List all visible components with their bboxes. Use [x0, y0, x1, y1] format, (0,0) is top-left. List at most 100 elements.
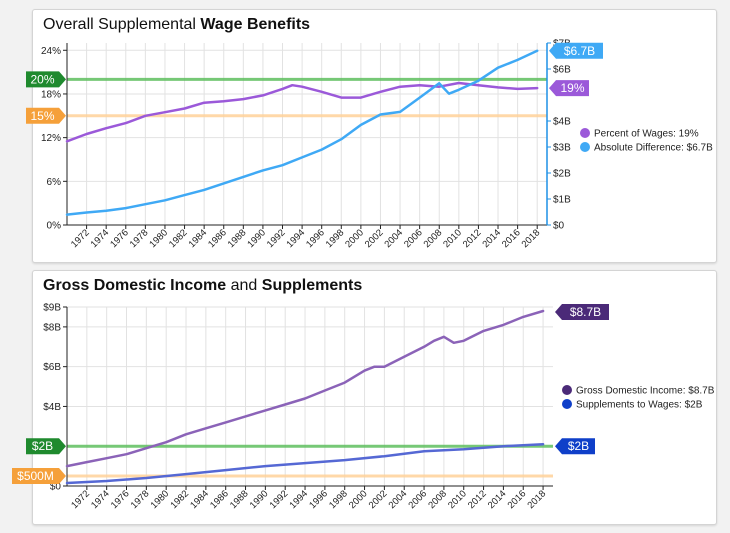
- y-tick-label: 12%: [41, 133, 61, 144]
- x-tick-label: 2006: [406, 488, 429, 511]
- x-tick-label: 1984: [187, 227, 210, 250]
- y-tick-label: 24%: [41, 46, 61, 57]
- legend-swatch: [580, 128, 590, 138]
- x-tick-label: 1998: [324, 227, 347, 250]
- x-tick-label: 2002: [363, 227, 386, 250]
- x-tick-label: 2014: [486, 488, 509, 511]
- end-label: $2B: [568, 439, 589, 453]
- reference-label: $500M: [17, 469, 54, 483]
- y-tick-label: $8B: [43, 322, 61, 333]
- x-tick-label: 2016: [500, 227, 523, 250]
- x-tick-label: 1980: [147, 227, 170, 250]
- y-tick-label: 18%: [41, 89, 61, 100]
- y-tick-label: $0: [50, 482, 62, 493]
- x-tick-label: 2016: [506, 488, 529, 511]
- legend-swatch: [580, 142, 590, 152]
- x-tick-label: 1988: [228, 488, 251, 511]
- x-tick-label: 1972: [69, 488, 92, 511]
- x-tick-label: 1976: [109, 488, 132, 511]
- series-line: [65, 442, 545, 485]
- series-line: [65, 81, 539, 143]
- series-line: [65, 309, 545, 468]
- income-supplements-panel: Gross Domestic Income and Supplements $0…: [12, 270, 717, 525]
- legend-swatch: [562, 399, 572, 409]
- reference-label-box: [26, 71, 66, 88]
- x-tick-label: 1974: [89, 488, 112, 511]
- y-tick-label: 0%: [47, 221, 62, 232]
- end-label-box: [555, 438, 595, 455]
- legend-label: Gross Domestic Income: $8.7B: [576, 386, 715, 397]
- x-tick-label: 1996: [307, 488, 330, 511]
- x-tick-label: 2006: [402, 227, 425, 250]
- x-tick-label: 1980: [149, 488, 172, 511]
- x-tick-label: 2004: [382, 227, 405, 250]
- x-tick-label: 1976: [108, 227, 131, 250]
- x-tick-label: 2004: [387, 488, 410, 511]
- x-tick-label: 1994: [284, 227, 307, 250]
- x-tick-label: 1992: [268, 488, 291, 511]
- x-tick-label: 2018: [525, 488, 548, 511]
- x-tick-label: 1990: [245, 227, 268, 250]
- wage-benefits-panel: Overall Supplemental Wage Benefits 0% 6% 1…: [26, 9, 717, 263]
- end-label: $8.7B: [570, 305, 601, 319]
- x-tick-label: 2010: [441, 227, 464, 250]
- x-tick-label: 2002: [367, 488, 390, 511]
- x-tick-label: 2008: [422, 227, 445, 250]
- x-tick-label: 1972: [69, 227, 92, 250]
- title-part: Overall Supplemental: [43, 16, 201, 33]
- x-tick-label: 2018: [520, 227, 543, 250]
- title-part: and: [226, 277, 262, 294]
- end-label-box: [549, 80, 589, 97]
- x-tick-label: 1992: [265, 227, 288, 250]
- y-right-tick-label: $2B: [553, 169, 571, 180]
- y-tick-label: $9B: [43, 303, 61, 314]
- title-emphasis: Gross Domestic Income: [43, 277, 227, 294]
- y-tick-label: 6%: [47, 177, 62, 188]
- x-tick-label: 1994: [287, 488, 310, 511]
- x-tick-label: 1998: [327, 488, 350, 511]
- end-label-box: [549, 42, 603, 59]
- y-tick-label: $4B: [43, 402, 61, 413]
- x-tick-label: 1986: [208, 488, 231, 511]
- income-supplements-chart: $0$4B$6B$8B$9B19721974197619781980198219…: [12, 303, 715, 511]
- end-label: 19%: [560, 81, 584, 95]
- title-emphasis: Wage Benefits: [200, 16, 311, 33]
- y-right-tick-label: $0: [553, 221, 565, 232]
- x-tick-label: 1996: [304, 227, 327, 250]
- y-tick-label: $6B: [43, 362, 61, 373]
- y-right-tick-label: $1B: [553, 195, 571, 206]
- reference-label-box: [12, 468, 66, 485]
- y-right-tick-label: $4B: [553, 117, 571, 128]
- x-tick-label: 1988: [226, 227, 249, 250]
- y-right-tick-label: $6B: [553, 65, 571, 76]
- legend-label: Percent of Wages: 19%: [594, 129, 699, 140]
- legend-label: Absolute Difference: $6.7B: [594, 143, 713, 154]
- x-tick-label: 2010: [446, 488, 469, 511]
- series-line: [65, 49, 539, 216]
- x-tick-label: 1982: [168, 488, 191, 511]
- x-tick-label: 2000: [347, 488, 370, 511]
- x-tick-label: 1986: [206, 227, 229, 250]
- x-tick-label: 2012: [461, 227, 484, 250]
- reference-label: 20%: [30, 72, 54, 86]
- x-tick-label: 1974: [89, 227, 112, 250]
- reference-label-box: [26, 107, 66, 124]
- end-label-box: [555, 303, 609, 320]
- x-tick-label: 1982: [167, 227, 190, 250]
- legend-label: Supplements to Wages: $2B: [576, 400, 703, 411]
- wage-benefits-chart: 0%6%12%18%24%$0$1B$2B$3B$4B$6B$7B1972197…: [26, 39, 713, 250]
- x-tick-label: 2008: [426, 488, 449, 511]
- reference-label: 15%: [30, 109, 54, 123]
- chart-title: Gross Domestic Income and Supplements: [43, 277, 362, 295]
- reference-label: $2B: [32, 439, 53, 453]
- x-tick-label: 2014: [480, 227, 503, 250]
- x-tick-label: 1984: [188, 488, 211, 511]
- chart-title: Overall Supplemental Wage Benefits: [43, 16, 310, 34]
- x-tick-label: 1990: [248, 488, 271, 511]
- end-label: $6.7B: [564, 44, 595, 58]
- x-tick-label: 2000: [343, 227, 366, 250]
- reference-label-box: [26, 438, 66, 455]
- y-right-tick-label: $3B: [553, 143, 571, 154]
- x-tick-label: 2012: [466, 488, 489, 511]
- legend-swatch: [562, 385, 572, 395]
